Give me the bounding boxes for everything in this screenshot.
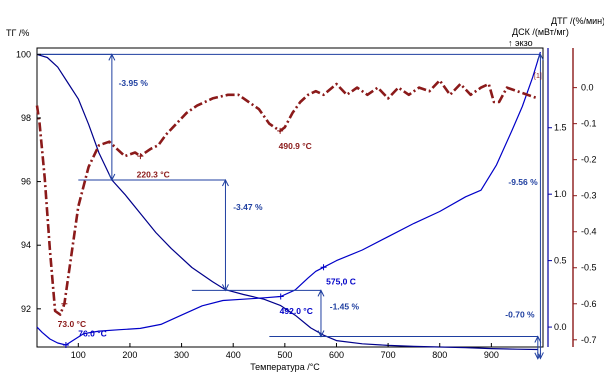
dtg-tick-label: -0.4 [581,227,597,237]
peak-marker [137,153,144,160]
tg-tick-label: 94 [21,240,31,250]
tg-curve [36,53,538,351]
peak-label: 575,0 C [326,277,356,287]
dsc-curve [36,51,541,346]
step-label: -9.56 % [508,177,538,187]
peak-label: 220.3 °C [137,170,170,180]
dtg-tick-label: -0.5 [581,263,597,273]
arrow-head [534,335,542,343]
tg-axis-label: ТГ /% [6,28,29,38]
step-label: -3.95 % [119,78,149,88]
dsc-tick-label: 1.0 [554,189,567,199]
x-tick-label: 300 [174,350,189,360]
x-tick-label: 600 [329,350,344,360]
dtg-tick-label: -0.1 [581,119,597,129]
dsc-tick-label: 0.5 [554,256,567,266]
x-tick-label: 100 [71,350,86,360]
dtg-tick-label: -0.2 [581,155,597,165]
peak-marker [61,300,68,307]
dtg-tick-label: -0.3 [581,191,597,201]
axes: 100 200 300 400 500 600 700 800 900 Температура /… [6,16,604,372]
peak-marker [277,293,284,300]
dsc-tick-label: 1.5 [554,123,567,133]
dsc-axis-label: ДСК /(мВт/мг) [512,27,569,37]
dtg-tick-label: 0.0 [581,83,594,93]
arrow-head [534,352,542,360]
peak-label: 76.0 °C [78,328,106,338]
tg-tick-label: 98 [21,113,31,123]
arrow-head [536,352,544,360]
tg-tick-label: 96 [21,177,31,187]
x-axis-label: Температура /°C [250,362,320,372]
x-tick-label: 500 [277,350,292,360]
dsc-exo-label: ↑ экзо [508,38,533,48]
x-tick-label: 800 [432,350,447,360]
peak-marker [320,264,327,271]
x-tick-label: 900 [484,350,499,360]
x-tick-label: 700 [381,350,396,360]
dtg-axis-label: ДТГ /(%/мин) [551,16,604,26]
x-tick-label: 400 [226,350,241,360]
tg-tick-label: 100 [16,49,31,59]
step-label: -1.45 % [330,301,360,311]
dtg-curve [35,79,539,316]
dsc-tick-label: 0.0 [554,322,567,332]
arrow-head [317,289,325,297]
peak-label: 490.9 °C [279,141,312,151]
x-tick-label: 200 [122,350,137,360]
step-label: -0.70 % [505,310,535,320]
annotations: -3.95 % -3.47 % -1.45 % -9.56 % -0.70 % 220.3… [37,53,544,360]
peak-marker [277,127,284,134]
plot-border [36,47,544,348]
curve-tag: [1] [534,73,542,80]
peak-label: 492.0 °C [280,306,313,316]
peak-label: 73.0 °C [58,319,86,329]
peak-marker [62,342,69,349]
step-label: -3.47 % [233,202,263,212]
dtg-tick-label: -0.7 [581,335,597,345]
dtg-tick-label: -0.6 [581,299,597,309]
tg-tick-label: 92 [21,304,31,314]
plot-frame [36,47,544,348]
